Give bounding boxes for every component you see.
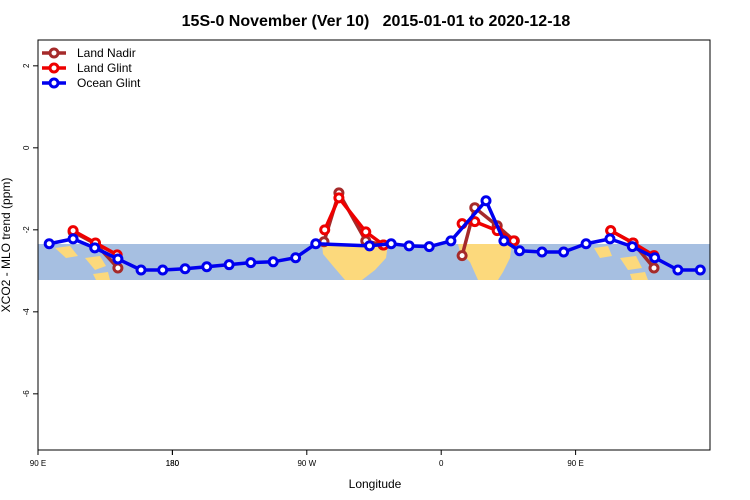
x-tick-label: 90 E xyxy=(567,459,583,468)
data-point xyxy=(319,224,331,236)
legend-label: Ocean Glint xyxy=(77,76,141,90)
data-point xyxy=(333,192,345,204)
data-point xyxy=(694,264,706,276)
data-point xyxy=(580,238,592,250)
data-point xyxy=(672,264,684,276)
data-point xyxy=(469,216,481,228)
data-point xyxy=(423,241,435,253)
data-point xyxy=(604,233,616,245)
data-point xyxy=(558,246,570,258)
y-tick-label: 0 xyxy=(22,145,31,150)
data-point xyxy=(385,238,397,250)
x-tick-label: 90 E xyxy=(30,459,46,468)
data-point xyxy=(267,256,279,268)
data-point xyxy=(223,259,235,271)
data-point xyxy=(514,245,526,257)
data-point xyxy=(112,253,124,265)
legend-marker xyxy=(48,47,60,59)
data-point xyxy=(67,233,79,245)
map-strip xyxy=(38,244,710,280)
data-point xyxy=(456,250,468,262)
y-axis-label: XCO2 - MLO trend (ppm) xyxy=(0,178,13,313)
data-point xyxy=(364,240,376,252)
data-point xyxy=(508,235,520,247)
data-point xyxy=(626,241,638,253)
data-point xyxy=(179,263,191,275)
chart-title: 15S-0 November (Ver 10) 2015-01-01 to 20… xyxy=(182,13,571,30)
data-point xyxy=(498,235,510,247)
legend-marker xyxy=(48,62,60,74)
y-tick-label: -2 xyxy=(22,226,31,234)
data-point xyxy=(245,257,257,269)
data-point xyxy=(89,242,101,254)
data-point xyxy=(290,252,302,264)
legend-label: Land Nadir xyxy=(77,46,136,60)
legend-label: Land Glint xyxy=(77,61,132,75)
plot-frame xyxy=(37,39,711,451)
data-point xyxy=(43,238,55,250)
data-point xyxy=(648,262,660,274)
data-point xyxy=(135,264,147,276)
y-tick-label: -4 xyxy=(22,308,31,316)
legend-marker xyxy=(48,77,60,89)
data-point xyxy=(649,252,661,264)
x-tick-label: 180 xyxy=(166,459,180,468)
y-tick-label: -6 xyxy=(22,390,31,398)
data-point xyxy=(480,195,492,207)
x-tick-label: 0 xyxy=(439,459,444,468)
x-axis-label: Longitude xyxy=(349,477,402,491)
data-point xyxy=(201,261,213,273)
data-point xyxy=(360,226,372,238)
y-tick-label: 2 xyxy=(22,63,31,68)
data-point xyxy=(310,238,322,250)
x-tick-label: 90 W xyxy=(297,459,316,468)
data-point xyxy=(445,235,457,247)
data-point xyxy=(112,262,124,274)
data-point xyxy=(536,246,548,258)
data-point xyxy=(157,264,169,276)
x-tick-label: 180 xyxy=(166,459,180,468)
data-point xyxy=(403,240,415,252)
